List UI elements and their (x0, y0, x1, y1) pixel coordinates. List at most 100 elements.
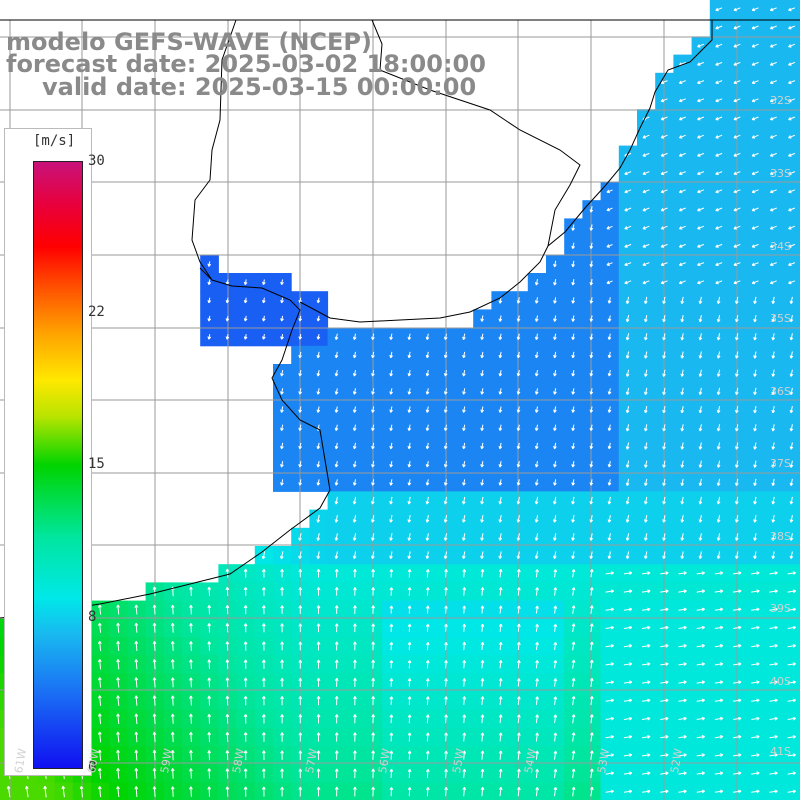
wind-arrow (480, 678, 485, 687)
wind-arrow (516, 587, 521, 596)
wind-arrow (352, 533, 357, 541)
wind-arrow (462, 333, 466, 341)
wind-arrow (571, 224, 575, 231)
wind-arrow (571, 533, 575, 541)
wind-arrow (389, 660, 394, 669)
wind-arrow (353, 623, 357, 633)
wind-arrow (771, 333, 776, 341)
wind-arrow (407, 678, 412, 687)
wind-arrow (733, 207, 741, 212)
wind-arrow (606, 225, 613, 230)
colorbar-unit: [m/s] (33, 133, 76, 149)
wind-arrow (316, 587, 321, 596)
wind-arrow (480, 660, 485, 669)
wind-arrow (316, 551, 321, 560)
wind-arrow (771, 515, 776, 523)
wind-arrow (660, 152, 668, 157)
wind-arrow (262, 334, 266, 340)
wind-arrow (316, 351, 321, 359)
wind-arrow (407, 406, 412, 413)
wind-arrow (243, 713, 248, 724)
wind-arrow (498, 315, 503, 322)
wind-arrow (316, 388, 321, 395)
wind-arrow (189, 750, 193, 761)
wind-arrow (298, 424, 302, 432)
wind-arrow (298, 587, 303, 596)
wind-arrow (660, 589, 669, 594)
wind-arrow (261, 677, 266, 688)
wind-arrow (444, 750, 448, 760)
wind-arrow (623, 662, 633, 666)
wind-arrow (261, 605, 266, 615)
wind-arrow (589, 279, 594, 286)
wind-arrow (735, 533, 739, 541)
wind-arrow (480, 515, 484, 523)
wind-arrow (660, 753, 669, 757)
wind-arrow (625, 460, 630, 468)
wind-arrow (769, 571, 778, 575)
wind-arrow (116, 604, 120, 615)
wind-arrow (189, 604, 193, 615)
wind-arrow (334, 605, 339, 614)
wind-arrow (789, 314, 794, 323)
wind-arrow (789, 442, 794, 450)
wind-arrow (261, 732, 266, 742)
wind-arrow (678, 589, 687, 594)
wind-arrow (425, 750, 430, 760)
wind-arrow (152, 659, 157, 670)
wind-arrow (352, 370, 357, 377)
wind-arrow (571, 677, 576, 687)
wind-arrow (480, 406, 484, 413)
wind-arrow (571, 333, 575, 341)
wind-arrow (425, 641, 430, 651)
wind-arrow (697, 43, 705, 48)
wind-arrow (316, 568, 321, 578)
wind-arrow (769, 207, 777, 212)
wind-arrow (316, 533, 321, 541)
wind-arrow (407, 750, 412, 760)
wind-arrow (243, 315, 248, 322)
wind-arrow (389, 442, 393, 450)
wind-arrow (334, 677, 339, 687)
wind-arrow (769, 116, 777, 121)
wind-arrow (334, 714, 339, 724)
wind-arrow (769, 152, 777, 157)
wind-arrow (696, 644, 705, 648)
wind-arrow (243, 334, 248, 340)
wind-arrow (516, 569, 521, 578)
wind-arrow (788, 243, 796, 248)
wind-arrow (662, 351, 666, 359)
wind-arrow (298, 659, 303, 669)
wind-arrow (751, 771, 760, 776)
wind-arrow (624, 207, 632, 212)
wind-arrow (680, 424, 685, 432)
wind-arrow (280, 315, 284, 322)
wind-arrow (298, 388, 302, 395)
wind-arrow (371, 351, 375, 359)
wind-arrow (732, 589, 742, 594)
wind-arrow (498, 388, 503, 395)
wind-arrow (444, 714, 448, 724)
wind-arrow (751, 189, 759, 194)
wind-arrow (516, 623, 521, 632)
wind-arrow (516, 388, 521, 395)
wind-arrow (715, 134, 723, 139)
wind-arrow (170, 677, 175, 688)
wind-arrow (678, 716, 687, 721)
wind-arrow (678, 644, 687, 648)
wind-arrow (498, 768, 503, 778)
wind-arrow (134, 713, 139, 725)
wind-arrow (589, 297, 594, 304)
wind-arrow (714, 735, 724, 739)
wind-arrow (280, 551, 284, 560)
wind-arrow (480, 696, 485, 705)
wind-arrow (753, 442, 757, 450)
wind-arrow (753, 387, 757, 396)
wind-arrow (170, 695, 175, 706)
wind-arrow (553, 260, 557, 268)
wind-arrow (553, 714, 558, 724)
wind-arrow (590, 732, 594, 742)
wind-arrow (697, 171, 705, 175)
wind-arrow (280, 695, 284, 706)
wind-arrow (751, 625, 760, 630)
